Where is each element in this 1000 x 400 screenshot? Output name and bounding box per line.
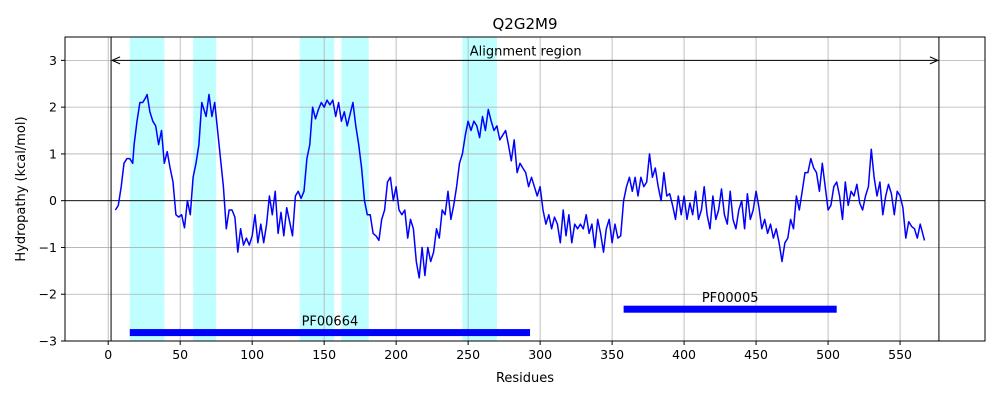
plot-area [65, 37, 985, 341]
y-tick-label: −3 [39, 334, 57, 349]
shaded-region [193, 37, 217, 341]
shaded-region [129, 37, 165, 341]
domain-bars: PF00664 PF00005 [129, 291, 837, 337]
domain-label: PF00005 [702, 291, 759, 306]
hydropathy-series [114, 93, 926, 279]
y-tick-label: 1 [49, 146, 57, 161]
alignment-boundaries [110, 37, 940, 341]
hydropathy-line [114, 93, 926, 279]
x-tick-label: 400 [672, 347, 696, 362]
x-tick-label: 550 [888, 347, 912, 362]
x-axis-ticks: 0 50 100 150 200 250 300 350 400 450 500 550 [104, 341, 912, 362]
x-tick-label: 300 [528, 347, 552, 362]
x-tick-label: 150 [312, 347, 336, 362]
shaded-region [299, 37, 335, 341]
annotations: Alignment region [110, 45, 940, 65]
shaded-region [341, 37, 369, 341]
x-tick-label: 200 [384, 347, 408, 362]
x-axis-label: Residues [496, 371, 554, 386]
y-tick-label: 3 [49, 53, 57, 68]
arrow-head-left [110, 56, 121, 65]
y-tick-label: −2 [39, 287, 57, 302]
y-axis-ticks: −3 −2 −1 0 1 2 3 [39, 53, 65, 349]
domain-bar [129, 329, 531, 337]
shaded-region [462, 37, 497, 341]
domain-label: PF00664 [302, 315, 359, 330]
x-tick-label: 450 [744, 347, 768, 362]
y-axis-label: Hydropathy (kcal/mol) [14, 116, 29, 261]
x-tick-label: 500 [816, 347, 840, 362]
axes-frame [64, 36, 986, 342]
x-tick-label: 100 [240, 347, 264, 362]
chart-title: Q2G2M9 [492, 15, 557, 33]
x-tick-label: 250 [456, 347, 480, 362]
y-tick-label: 0 [49, 193, 57, 208]
domain-bar [623, 305, 837, 313]
plot-background [65, 37, 985, 341]
x-tick-label: 0 [104, 347, 112, 362]
y-tick-label: 2 [49, 100, 57, 115]
x-tick-label: 50 [172, 347, 188, 362]
y-tick-label: −1 [39, 240, 57, 255]
x-tick-label: 350 [600, 347, 624, 362]
alignment-region-label: Alignment region [470, 45, 582, 60]
axes-frame [64, 36, 986, 342]
arrow-head-right [929, 56, 940, 65]
